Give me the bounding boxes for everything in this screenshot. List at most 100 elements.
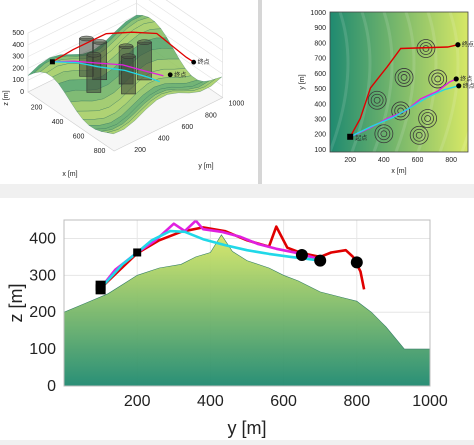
obstacle-contour bbox=[431, 72, 445, 86]
y-axis-label: y [m] bbox=[198, 163, 213, 170]
start-marker bbox=[347, 133, 354, 140]
x-tick-label: 400 bbox=[197, 393, 224, 410]
start-marker bbox=[95, 284, 106, 295]
panel-side-view: 0 100 200 300 400 200 400 600 800 1000 y [m] z [m] bbox=[0, 198, 474, 440]
y-tick-label: 200 bbox=[134, 147, 146, 154]
x-tick-label: 800 bbox=[94, 148, 106, 155]
terrain-texture bbox=[372, 11, 394, 153]
obstacle-contour bbox=[409, 125, 429, 145]
x-axis-label: y [m] bbox=[228, 418, 267, 438]
end-marker bbox=[455, 42, 461, 48]
obstacle-contour bbox=[415, 131, 423, 139]
y-tick-label: 600 bbox=[314, 71, 326, 78]
obstacle-contour bbox=[424, 115, 432, 122]
path-line-cyan bbox=[349, 85, 459, 138]
y-tick-label: 400 bbox=[158, 135, 170, 142]
y-tick-label: 0 bbox=[47, 378, 56, 395]
terrain-surface bbox=[63, 234, 431, 387]
obstacle-contour bbox=[394, 68, 414, 87]
obstacle-contour bbox=[380, 130, 388, 138]
path-line-magenta bbox=[52, 60, 164, 77]
x-axis-label: x [m] bbox=[62, 171, 77, 178]
waypoint-marker bbox=[133, 248, 142, 257]
y-tick-label: 200 bbox=[314, 132, 326, 139]
x-tick-label: 200 bbox=[124, 393, 151, 410]
path-line-cyan bbox=[52, 61, 160, 83]
grid-line-z bbox=[27, 2, 223, 63]
x-axis-label: x [m] bbox=[391, 168, 406, 175]
obstacle-contour bbox=[373, 96, 381, 104]
end-marker bbox=[453, 76, 459, 82]
z-tick-label: 500 bbox=[12, 30, 24, 37]
end-label: 终点 bbox=[198, 58, 210, 66]
x-tick-label: 600 bbox=[270, 393, 297, 410]
plot-frame bbox=[329, 11, 469, 153]
grid-line-z bbox=[27, 0, 223, 51]
z-tick-label: 0 bbox=[20, 89, 24, 96]
z-tick-label: 300 bbox=[12, 54, 24, 61]
y-tick-label: 300 bbox=[314, 117, 326, 124]
y-tick-label: 500 bbox=[314, 86, 326, 93]
x-tick-label: 400 bbox=[52, 119, 64, 126]
x-tick-label: 200 bbox=[344, 157, 356, 164]
end-marker bbox=[314, 254, 327, 267]
obstacle-contour bbox=[434, 75, 442, 83]
y-tick-label: 600 bbox=[181, 124, 193, 131]
start-label: 起点 bbox=[355, 134, 367, 142]
x-tick-label: 800 bbox=[445, 157, 457, 164]
y-tick-label: 800 bbox=[314, 40, 326, 47]
start-marker bbox=[49, 59, 55, 65]
obstacle-top bbox=[92, 39, 107, 45]
z-tick-label: 100 bbox=[12, 77, 24, 84]
end-marker bbox=[456, 83, 462, 89]
y-tick-label: 800 bbox=[205, 112, 217, 119]
obstacle-top bbox=[121, 53, 136, 59]
end-label: 终点 bbox=[174, 71, 186, 79]
path-line-red bbox=[52, 31, 195, 63]
path-line-red bbox=[99, 225, 366, 290]
panel-divider bbox=[258, 0, 262, 184]
panel-top-view: 起点 终点 终点 终点 100 200 300 400 500 600 700 800 900 1000 2… bbox=[262, 0, 474, 184]
terrain-map bbox=[330, 12, 468, 152]
end-marker bbox=[295, 249, 308, 262]
y-tick-label: 900 bbox=[314, 25, 326, 32]
terrain-texture bbox=[328, 11, 350, 153]
x-tick-label: 800 bbox=[343, 393, 370, 410]
z-axis-label: z [m] bbox=[3, 90, 10, 105]
obstacle-contour bbox=[400, 74, 408, 81]
y-tick-label: 1000 bbox=[310, 10, 326, 17]
obstacle-contour bbox=[377, 127, 391, 141]
obstacle-cylinder bbox=[121, 55, 136, 95]
x-tick-label: 600 bbox=[412, 157, 424, 164]
obstacle-top bbox=[79, 35, 94, 42]
y-tick-label: 300 bbox=[29, 267, 56, 284]
obstacle-contour bbox=[370, 93, 384, 107]
y-axis-label: y [m] bbox=[299, 74, 306, 89]
end-marker bbox=[167, 72, 173, 78]
obstacle-contour bbox=[421, 112, 435, 125]
y-axis-label: z [m] bbox=[6, 284, 26, 323]
x-tick-label: 600 bbox=[73, 133, 85, 140]
y-tick-label: 1000 bbox=[229, 101, 245, 108]
chart-side-view: 0 100 200 300 400 200 400 600 800 1000 y [m] z [m] bbox=[6, 219, 448, 438]
obstacle-contour bbox=[418, 109, 438, 128]
panel-3d-view: 终点 终点 0 100 200 300 400 500 200 400 600 800 200 400 60… bbox=[0, 0, 258, 184]
x-tick-label: 200 bbox=[31, 105, 43, 112]
obstacle-contour bbox=[374, 124, 394, 144]
z-tick-label: 400 bbox=[12, 42, 24, 49]
chart-top-view: 起点终点终点终点10020030040050060070080090010002… bbox=[299, 10, 474, 175]
x-tick-label: 400 bbox=[378, 157, 390, 164]
end-marker bbox=[350, 256, 363, 269]
y-tick-label: 400 bbox=[314, 101, 326, 108]
y-tick-label: 400 bbox=[29, 230, 56, 247]
y-tick-label: 700 bbox=[314, 56, 326, 63]
grid-line-z bbox=[27, 0, 223, 39]
obstacle-contour bbox=[391, 101, 411, 121]
z-tick-label: 200 bbox=[12, 65, 24, 72]
obstacle-contour bbox=[397, 71, 411, 84]
obstacle-contour bbox=[412, 128, 426, 142]
x-tick-label: 1000 bbox=[412, 393, 448, 410]
obstacle-top bbox=[86, 51, 102, 58]
